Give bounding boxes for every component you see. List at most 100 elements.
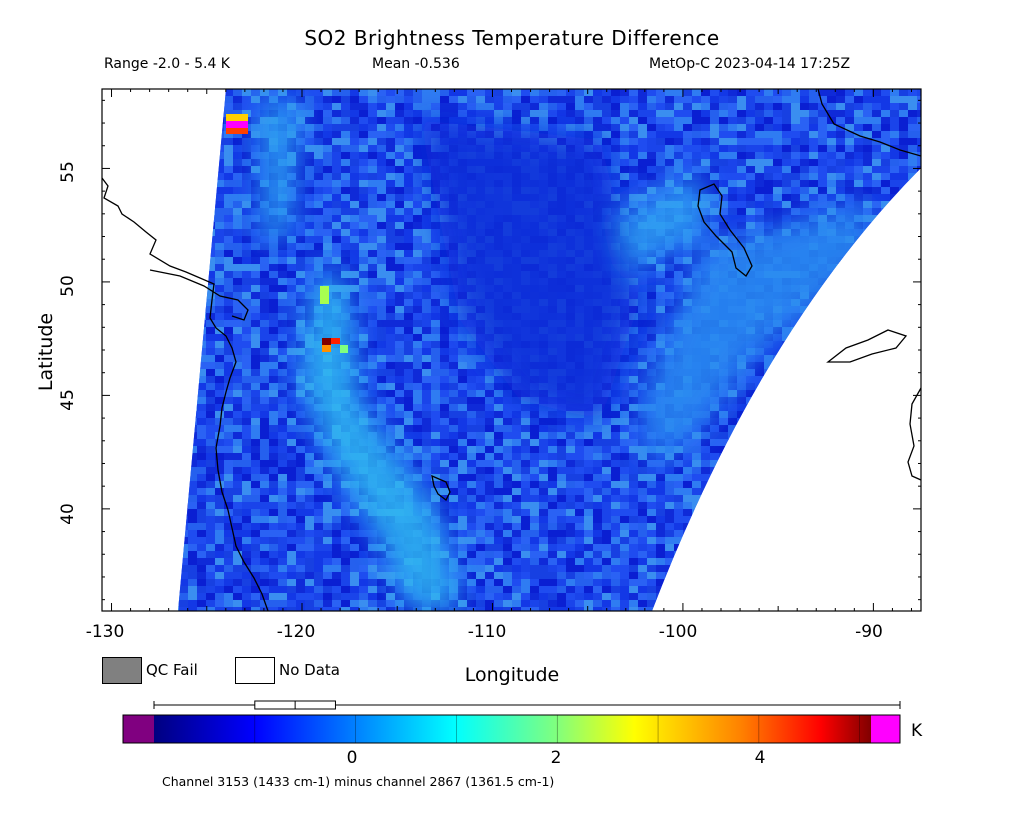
data-pixel [296, 152, 305, 159]
data-pixel [701, 453, 710, 460]
data-pixel [755, 194, 764, 201]
data-pixel [809, 208, 818, 215]
data-pixel [872, 124, 881, 131]
data-pixel [710, 110, 719, 117]
data-pixel [737, 376, 746, 383]
data-pixel [827, 404, 836, 411]
data-pixel [476, 390, 485, 397]
data-pixel [647, 474, 656, 481]
data-pixel [539, 467, 548, 474]
data-pixel [881, 488, 890, 495]
data-pixel [197, 313, 206, 320]
data-pixel [503, 110, 512, 117]
data-pixel [305, 285, 314, 292]
data-pixel [224, 453, 233, 460]
data-pixel [350, 131, 359, 138]
data-pixel [476, 110, 485, 117]
data-pixel [845, 390, 854, 397]
data-pixel [881, 404, 890, 411]
data-pixel [665, 96, 674, 103]
data-pixel [782, 124, 791, 131]
data-pixel [206, 404, 215, 411]
data-pixel [323, 131, 332, 138]
data-pixel [314, 446, 323, 453]
data-pixel [197, 103, 206, 110]
data-pixel [593, 453, 602, 460]
data-pixel [665, 488, 674, 495]
data-pixel [836, 145, 845, 152]
data-pixel [602, 124, 611, 131]
data-pixel [341, 495, 350, 502]
data-pixel [764, 194, 773, 201]
data-pixel [782, 103, 791, 110]
data-pixel [350, 229, 359, 236]
data-pixel [449, 446, 458, 453]
data-pixel [178, 481, 179, 488]
data-pixel [854, 306, 863, 313]
data-pixel [836, 362, 845, 369]
data-pixel [188, 208, 197, 215]
data-pixel [773, 446, 782, 453]
data-pixel [791, 474, 800, 481]
data-pixel [188, 201, 197, 208]
data-pixel [422, 320, 431, 327]
data-pixel [746, 166, 755, 173]
data-pixel [350, 110, 359, 117]
data-pixel [629, 341, 638, 348]
data-pixel [899, 222, 908, 229]
data-pixel [809, 460, 818, 467]
data-pixel [611, 138, 620, 145]
data-pixel [386, 180, 395, 187]
data-pixel [845, 152, 854, 159]
data-pixel [278, 432, 287, 439]
data-pixel [764, 383, 773, 390]
data-pixel [890, 299, 899, 306]
data-pixel [584, 89, 593, 96]
data-pixel [764, 474, 773, 481]
data-pixel [449, 425, 458, 432]
data-pixel [683, 453, 692, 460]
data-pixel [278, 460, 287, 467]
data-pixel [233, 271, 242, 278]
data-pixel [386, 229, 395, 236]
data-pixel [701, 432, 710, 439]
data-pixel [809, 194, 818, 201]
data-pixel [296, 236, 305, 243]
data-pixel [791, 411, 800, 418]
data-pixel [638, 446, 647, 453]
data-pixel [368, 131, 377, 138]
data-pixel [179, 152, 188, 159]
data-pixel [512, 460, 521, 467]
data-pixel [413, 201, 422, 208]
data-pixel [467, 390, 476, 397]
data-pixel [386, 138, 395, 145]
data-pixel [206, 474, 215, 481]
data-pixel [665, 159, 674, 166]
data-pixel [260, 495, 269, 502]
data-pixel [188, 313, 197, 320]
data-pixel [188, 460, 197, 467]
data-pixel [917, 166, 921, 173]
data-pixel [665, 131, 674, 138]
data-pixel [836, 418, 845, 425]
data-pixel [179, 369, 188, 376]
data-pixel [656, 306, 665, 313]
data-pixel [395, 355, 404, 362]
data-pixel [872, 299, 881, 306]
data-pixel [377, 264, 386, 271]
data-pixel [278, 467, 287, 474]
data-pixel [458, 425, 467, 432]
data-pixel [773, 187, 782, 194]
data-pixel [701, 159, 710, 166]
data-pixel [341, 110, 350, 117]
data-pixel [242, 439, 251, 446]
data-pixel [206, 446, 215, 453]
data-pixel [269, 411, 278, 418]
data-pixel [629, 173, 638, 180]
data-pixel [890, 292, 899, 299]
data-pixel [908, 292, 917, 299]
data-pixel [836, 460, 845, 467]
data-pixel [251, 243, 260, 250]
data-pixel [269, 285, 278, 292]
data-pixel [251, 222, 260, 229]
